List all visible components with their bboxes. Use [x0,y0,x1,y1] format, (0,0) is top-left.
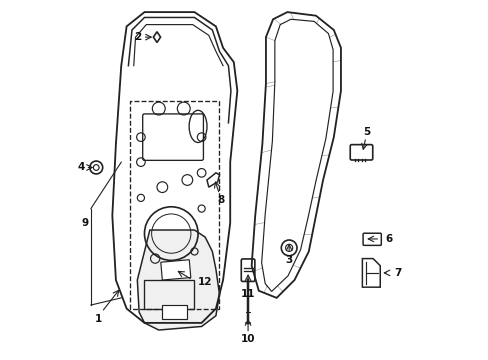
Polygon shape [362,258,380,287]
Polygon shape [137,230,219,330]
Text: 5: 5 [363,127,370,137]
Bar [144,280,194,309]
Text: 4: 4 [77,162,84,172]
FancyBboxPatch shape [349,145,372,160]
Text: 2: 2 [133,32,141,42]
Bar [161,260,190,280]
Polygon shape [206,173,219,187]
Text: 10: 10 [240,334,255,344]
Text: 3: 3 [285,255,292,265]
Text: 8: 8 [217,195,224,204]
Polygon shape [153,32,160,42]
Text: 9: 9 [82,218,89,228]
Text: 6: 6 [384,234,391,244]
Bar [162,305,187,319]
Circle shape [281,240,296,256]
FancyBboxPatch shape [363,233,381,246]
Circle shape [90,161,102,174]
Text: 7: 7 [393,268,400,278]
Text: 1: 1 [94,314,102,324]
Text: 12: 12 [197,277,211,287]
Text: 11: 11 [240,289,255,299]
